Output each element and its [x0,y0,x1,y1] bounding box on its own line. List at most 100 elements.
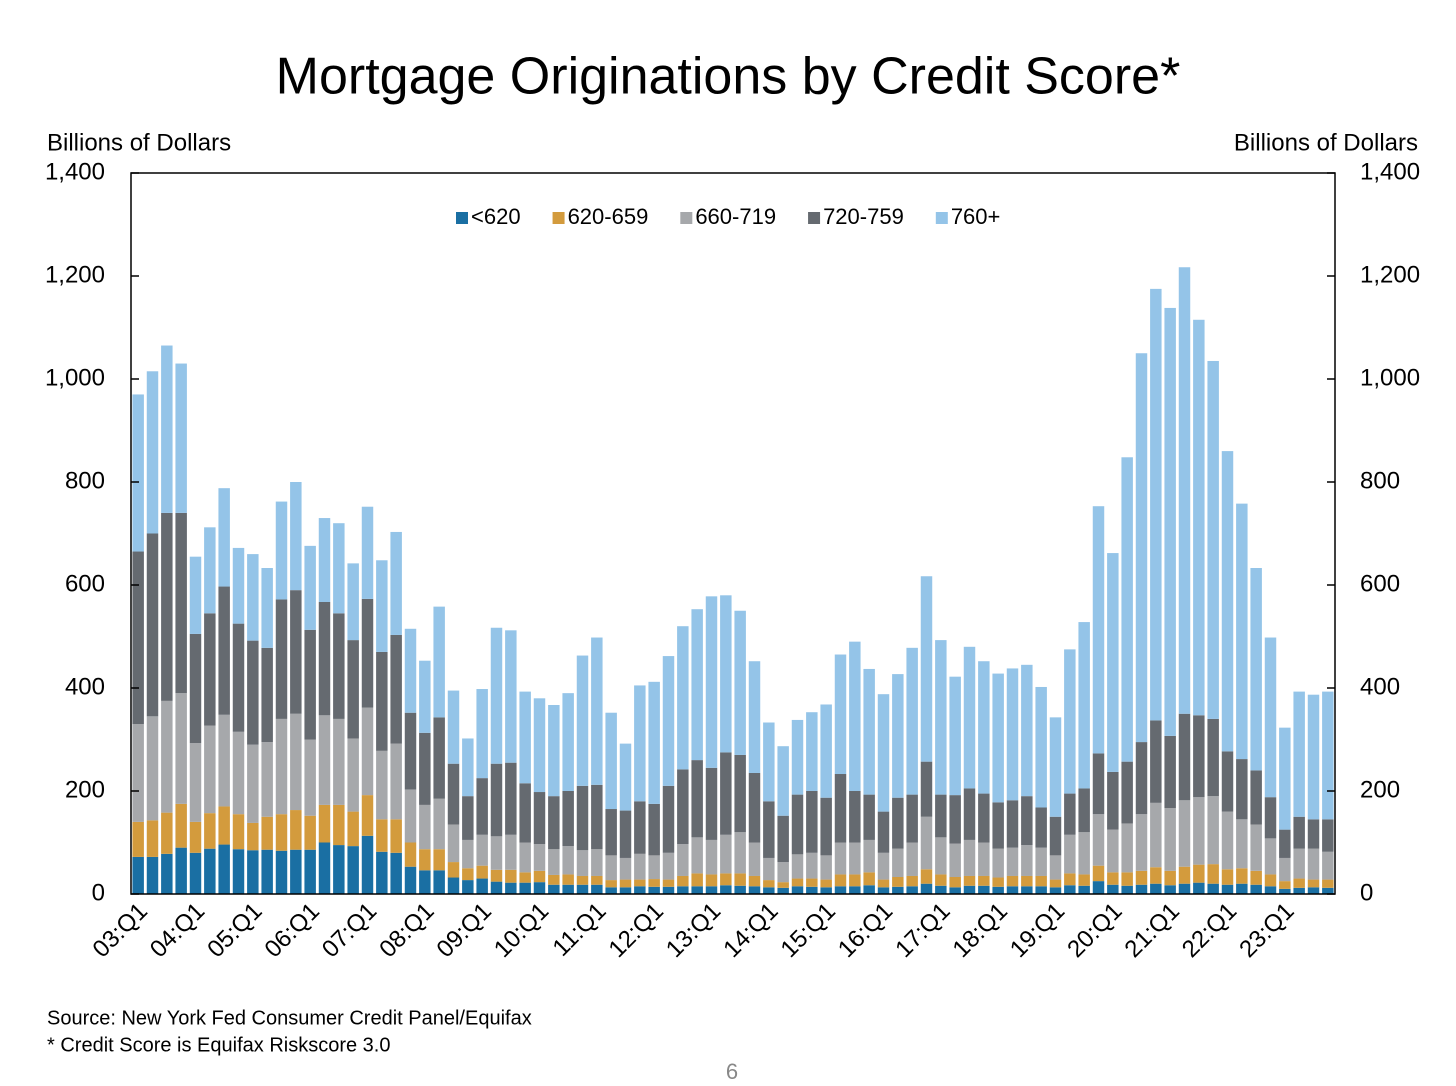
bar-segment [634,685,646,802]
bar-segment [275,814,288,851]
bar-segment [1121,872,1133,886]
bar-segment [849,641,861,791]
bar-segment [576,850,589,876]
bar-segment [777,746,789,816]
bar-segment [490,763,503,837]
x-tick-label: 11:Q1 [547,898,611,962]
bar-segment [304,849,316,894]
bar-segment [347,738,359,812]
bar-segment [705,886,718,894]
x-tick-label: 20:Q1 [1062,898,1127,963]
bar-segment [949,676,961,796]
bar-segment [1107,829,1119,873]
page-number: 6 [726,1059,738,1084]
bar-segment [691,609,703,761]
bar-segment [1322,691,1334,820]
bar-segment [261,568,273,648]
bar-segment [849,886,861,894]
bar-segment [978,875,990,886]
bar-segment [419,804,431,850]
bar-segment [533,882,546,894]
bar-segment [591,784,603,850]
legend-swatch [680,212,693,224]
bar-segment [1207,864,1219,884]
bar-segment [978,661,990,794]
bar-segment [1092,753,1105,815]
bar-segment [462,880,474,894]
bar-segment [963,788,976,840]
bar-segment [1107,553,1119,772]
bar-segment [748,772,761,843]
x-tick-label: 10:Q1 [489,898,554,963]
bar-segment [763,880,775,888]
bar-segment [748,875,761,887]
bar-segment [175,803,187,848]
bar-segment [748,842,761,876]
bar-segment [906,886,918,894]
bar-segment [677,769,689,845]
bar-segment [1207,718,1219,797]
bar-segment [705,767,718,840]
chart-title: Mortgage Originations by Credit Score* [276,48,1181,106]
bar-segment [920,816,933,870]
bar-segment [634,853,646,880]
bar-segment [462,738,474,797]
bar-segment [1021,664,1033,797]
bar-segment [189,556,202,634]
bar-segment [433,717,445,799]
bar-segment [734,885,746,894]
bar-segment [433,798,445,850]
bar-segment [906,875,918,887]
bar-segment [333,613,345,719]
bar-segment [318,804,331,843]
bar-segment [419,660,431,733]
bar-segment [1307,887,1320,894]
bar-segment [963,875,976,886]
x-tick-label: 12:Q1 [604,898,669,963]
bar-segment [562,874,574,885]
bar-segment [1092,881,1105,894]
bar-segment [318,601,331,716]
bar-segment [404,628,417,713]
legend-label: 620-659 [568,204,649,229]
bar-segment [1135,814,1148,871]
bar-segment [1035,686,1047,808]
bar-segment [318,518,331,602]
legend-swatch [935,212,948,224]
bar-segment [763,857,775,881]
bar-segment [189,743,202,822]
bar-segment [691,873,703,887]
bar-segment [390,634,402,744]
bar-segment [920,883,933,894]
bar-segment [920,869,933,884]
bar-segment [419,732,431,805]
bar-segment [1006,847,1019,876]
x-tick-label: 18:Q1 [948,898,1013,963]
bar-segment [849,791,861,843]
bar-segment [1250,870,1262,885]
bar-segment [677,844,689,876]
bar-segment [132,394,144,552]
bar-segment [390,531,402,635]
bar-segment [605,855,617,881]
source: Source: New York Fed Consumer Credit Pan… [47,1007,532,1029]
bar-segment [892,877,904,887]
bar-segment [662,852,675,880]
bar-segment [648,803,660,856]
bar-segment [204,527,216,614]
bar-segment [791,886,804,894]
bar-segment [777,862,789,883]
bar-segment [691,886,703,894]
bar-segment [1121,457,1133,762]
bar-segment [189,821,202,853]
bar-segment [347,640,359,739]
y-axis-label: Billions of Dollars [47,129,231,156]
bar-segment [1307,694,1320,820]
bar-segment [748,661,761,773]
bar-segment [290,590,302,714]
bar-segment [533,844,546,871]
bar-segment [863,668,875,795]
bar-segment [591,849,603,876]
bar-segment [1150,288,1162,721]
bar-segment [333,804,345,846]
